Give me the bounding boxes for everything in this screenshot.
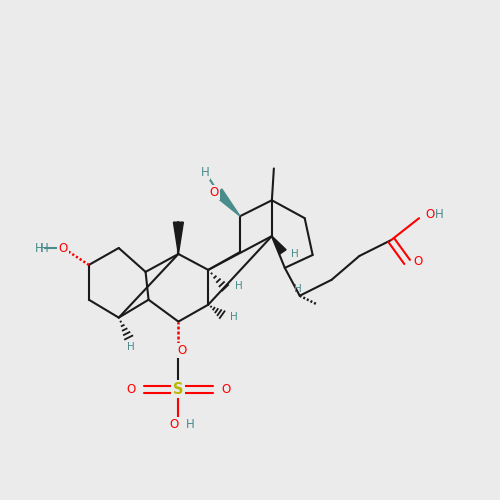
Text: H: H	[35, 242, 43, 254]
Text: H: H	[186, 418, 195, 430]
Polygon shape	[174, 222, 184, 254]
Text: S: S	[173, 382, 184, 396]
Polygon shape	[214, 189, 240, 216]
Text: H: H	[40, 242, 49, 254]
Text: H: H	[201, 166, 209, 179]
Text: H: H	[127, 342, 134, 352]
Text: O: O	[413, 256, 422, 268]
Text: H: H	[294, 284, 302, 294]
Text: O: O	[425, 208, 434, 220]
Text: O: O	[221, 382, 230, 396]
Polygon shape	[272, 236, 286, 254]
Text: O: O	[58, 242, 68, 254]
Text: O: O	[58, 242, 68, 254]
Text: H: H	[435, 208, 444, 220]
Text: O: O	[126, 382, 136, 396]
Text: H: H	[291, 249, 298, 259]
Text: H: H	[235, 281, 243, 291]
Text: O: O	[178, 344, 187, 357]
Text: H: H	[230, 312, 238, 322]
Text: O: O	[170, 418, 179, 430]
Text: O: O	[210, 186, 219, 199]
